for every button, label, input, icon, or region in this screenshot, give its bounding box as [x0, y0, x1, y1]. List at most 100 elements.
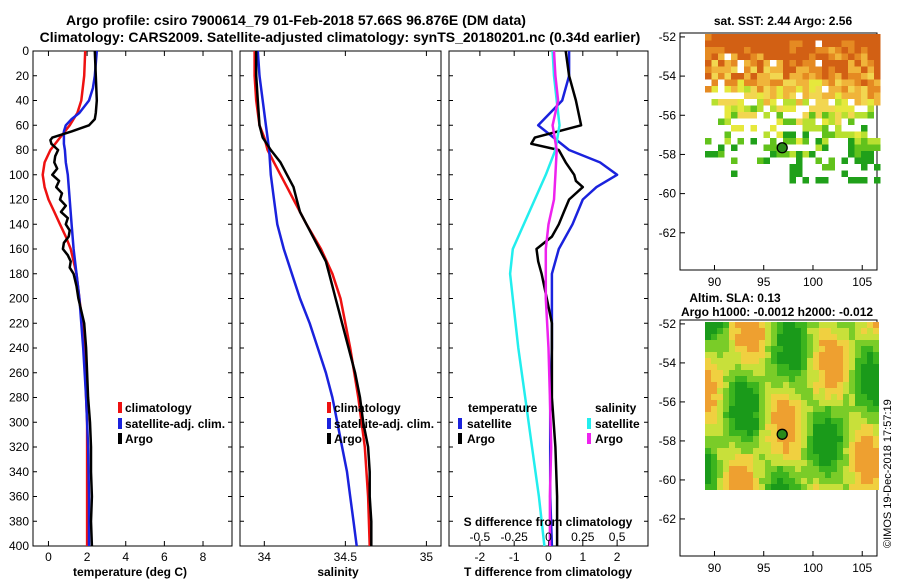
sla-cell [825, 364, 831, 370]
sla-cell [837, 406, 843, 412]
sla-cell [825, 466, 831, 472]
sla-cell [855, 400, 861, 406]
sla-cell [711, 448, 717, 454]
sla-cell [813, 346, 819, 352]
sla-cell [825, 394, 831, 400]
sla-cell [843, 478, 849, 484]
sla-cell [705, 322, 711, 328]
sla-cell [795, 370, 801, 376]
sst-cell [854, 138, 861, 145]
sla-cell [705, 370, 711, 376]
sla-cell [837, 418, 843, 424]
title-line-1: Argo profile: csiro 7900614_79 01-Feb-20… [66, 12, 526, 28]
sla-cell [825, 400, 831, 406]
sla-cell [789, 394, 795, 400]
sla-cell [783, 406, 789, 412]
sla-cell [813, 334, 819, 340]
sla-cell [831, 382, 837, 388]
sla-cell [849, 406, 855, 412]
sst-cell [874, 79, 881, 86]
sst-cell [802, 40, 809, 47]
sla-cell [783, 376, 789, 382]
sla-cell [735, 454, 741, 460]
sla-cell [771, 358, 777, 364]
sla-cell [717, 472, 723, 478]
sla-cell [765, 484, 771, 490]
sla-cell [855, 412, 861, 418]
sla-cell [753, 454, 759, 460]
sla-cell [729, 334, 735, 340]
sla-cell [849, 394, 855, 400]
sla-cell [753, 436, 759, 442]
sst-cell [724, 66, 731, 73]
sst-cell [861, 53, 868, 60]
sla-cell [771, 322, 777, 328]
sla-cell [753, 424, 759, 430]
sla-cell [735, 460, 741, 466]
sla-cell [765, 400, 771, 406]
sst-cell [867, 144, 874, 151]
sla-cell [861, 460, 867, 466]
sst-cell [861, 125, 868, 132]
sla-cell [819, 430, 825, 436]
sla-cell [759, 400, 765, 406]
sst-cell [815, 157, 822, 164]
sst-cell [789, 92, 796, 99]
sla-cell [813, 328, 819, 334]
sla-cell [789, 466, 795, 472]
sst-cell [815, 92, 822, 99]
sla-cell [801, 466, 807, 472]
sla-cell [801, 412, 807, 418]
sla-cell [813, 364, 819, 370]
sla-cell [723, 412, 729, 418]
sst-cell [874, 86, 881, 93]
sla-cell [729, 436, 735, 442]
sla-cell [801, 334, 807, 340]
sst-cell [731, 125, 738, 132]
sla-cell [783, 322, 789, 328]
sla-cell [867, 466, 873, 472]
map-lon-label-100: 100 [803, 275, 823, 289]
sla-cell [783, 436, 789, 442]
sla-cell [873, 352, 879, 358]
map-lon-label-95: 95 [757, 275, 771, 289]
sst-cell [724, 138, 731, 145]
sla-cell [873, 328, 879, 334]
sst-cell [711, 40, 718, 47]
sla-cell [789, 484, 795, 490]
sla-cell [861, 436, 867, 442]
sla-cell [771, 364, 777, 370]
sla-cell [777, 322, 783, 328]
series-line-satellite-adj-clim- [256, 50, 358, 547]
temperature-legend: climatology satellite-adj. clim. Argo [118, 401, 225, 446]
sla-cell [735, 394, 741, 400]
sst-cell [874, 73, 881, 80]
sst-cell [848, 144, 855, 151]
sla-cell [777, 418, 783, 424]
sla-cell [705, 442, 711, 448]
sst-cell [789, 118, 796, 125]
sla-cell [705, 340, 711, 346]
sla-cell [831, 370, 837, 376]
sla-cell [801, 346, 807, 352]
sla-cell [855, 484, 861, 490]
sla-cell [795, 376, 801, 382]
sst-cell [744, 79, 751, 86]
sst-cell [789, 79, 796, 86]
sla-cell [807, 322, 813, 328]
sla-cell [861, 322, 867, 328]
sla-cell [765, 454, 771, 460]
sst-cell [718, 151, 725, 158]
sla-cell [795, 484, 801, 490]
xtick-label-2--1: -1 [509, 550, 520, 564]
legend-swatch-argo [118, 433, 122, 444]
sla-cell [777, 388, 783, 394]
sst-cell [861, 79, 868, 86]
sla-cell [849, 418, 855, 424]
sla-cell [801, 406, 807, 412]
sla-cell [789, 472, 795, 478]
sla-cell [825, 442, 831, 448]
sla-cell [801, 478, 807, 484]
sla-cell [807, 376, 813, 382]
sla-cell [867, 340, 873, 346]
